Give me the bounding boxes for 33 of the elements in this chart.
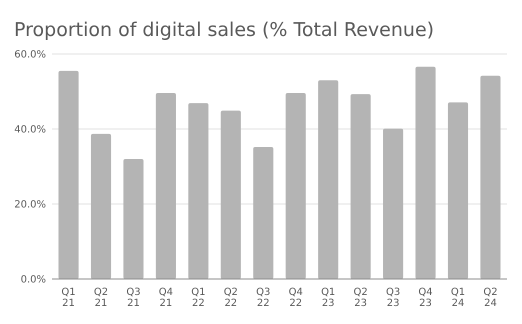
x-tick-label: Q4 21 <box>158 287 174 309</box>
bar <box>58 70 79 279</box>
x-tick-label: Q4 22 <box>288 287 303 309</box>
x-tick-label: Q3 22 <box>256 287 270 309</box>
bar <box>90 134 112 279</box>
bar <box>123 159 144 279</box>
bar <box>220 110 241 279</box>
x-tick-label: Q1 21 <box>61 287 76 309</box>
bar <box>350 94 371 279</box>
x-tick-label: Q2 21 <box>94 287 108 309</box>
x-tick-label: Q2 23 <box>354 287 368 309</box>
bar <box>480 76 501 279</box>
bar <box>383 128 404 279</box>
x-tick-label: Q1 24 <box>450 287 466 309</box>
x-tick-label: Q1 22 <box>191 287 206 309</box>
bar <box>253 147 274 279</box>
x-tick-label: Q4 23 <box>418 287 433 309</box>
bar <box>318 80 338 279</box>
x-tick-label: Q1 23 <box>321 287 336 309</box>
x-tick-label: Q2 24 <box>483 287 498 309</box>
bar <box>188 103 208 279</box>
x-tick-label: Q3 21 <box>126 287 141 309</box>
y-tick-label: 20.0% <box>14 200 46 210</box>
bar <box>156 93 176 279</box>
y-tick-label: 0.0% <box>20 274 46 286</box>
x-tick-label: Q3 23 <box>386 287 400 309</box>
bar <box>286 93 306 279</box>
y-tick-label: 60.0% <box>14 50 46 60</box>
bar <box>448 102 468 279</box>
x-tick-label: Q2 22 <box>224 287 238 309</box>
y-tick-label: 40.0% <box>14 124 46 136</box>
bar <box>415 66 436 279</box>
chart-title: Proportion of digital sales (% Total Revenue) <box>14 19 434 41</box>
